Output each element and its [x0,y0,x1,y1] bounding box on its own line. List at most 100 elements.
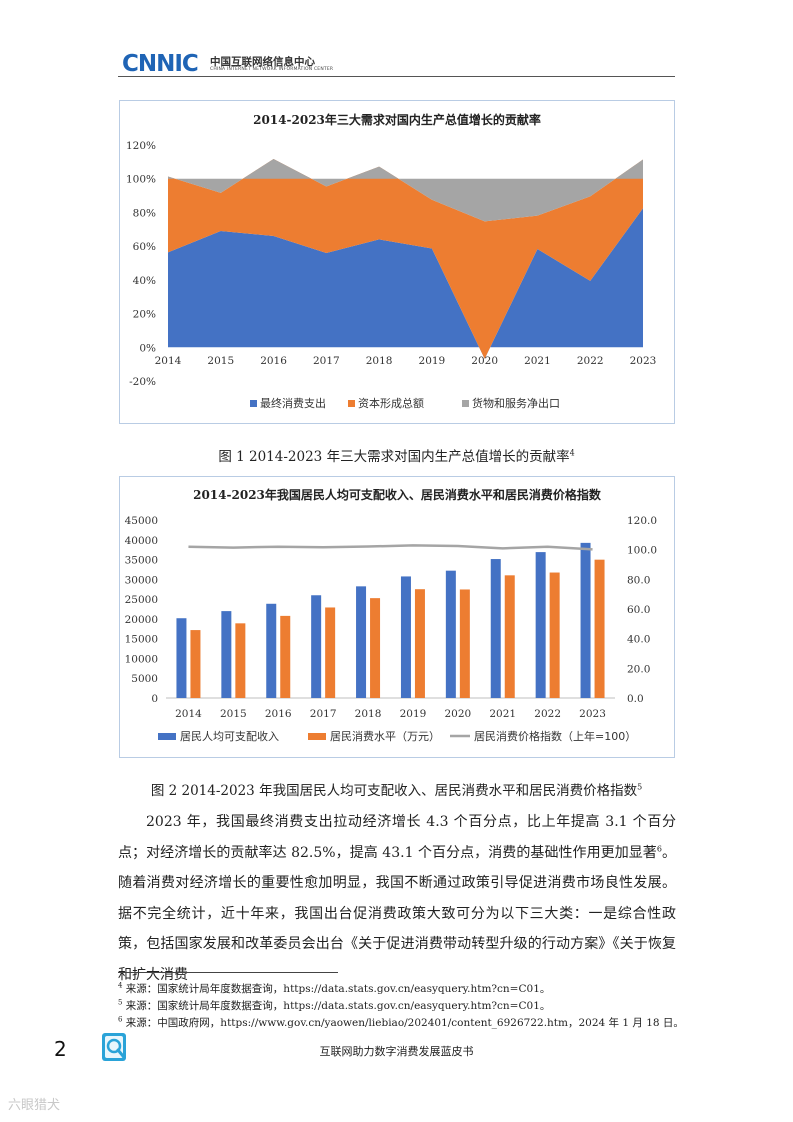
x-tick-label: 2016 [260,355,287,367]
y-left-tick-label: 10000 [125,653,158,665]
bar-series-2 [280,615,291,698]
y-right-tick-label: 100.0 [627,545,657,557]
bar-series-1 [176,618,187,698]
bar-series-2 [235,623,246,698]
x-tick-label: 2019 [400,708,427,720]
bar-series-1 [311,595,322,698]
footnote-4: 4 来源：国家统计局年度数据查询，https://data.stats.gov.… [118,981,551,996]
area-series-3 [168,158,643,222]
bar-series-1 [221,611,232,698]
legend-swatch [158,733,176,740]
x-tick-label: 2023 [630,355,657,367]
cnnic-logo: CNNIC [122,51,199,77]
y-left-tick-label: 35000 [125,555,158,567]
page-number: 2 [54,1037,67,1061]
bar-series-2 [325,607,336,698]
y-left-tick-label: 20000 [125,614,158,626]
y-left-tick-label: 30000 [125,574,158,586]
legend-label: 居民消费价格指数（上年=100） [474,729,636,743]
body-paragraph: 2023 年，我国最终消费支出拉动经济增长 4.3 个百分点，比上年提高 3.1… [118,814,677,983]
bar-series-1 [400,576,411,698]
y-right-tick-label: 120.0 [627,515,657,527]
x-tick-label: 2014 [175,708,202,720]
y-left-tick-label: 5000 [131,673,158,685]
y-right-tick-label: 40.0 [627,634,650,646]
magnifier-book-icon [102,1033,126,1061]
income-consumption-chart: 2014-2023年我国居民人均可支配收入、居民消费水平和居民消费价格指数 450… [119,476,675,758]
legend-label: 居民消费水平（万元） [330,729,440,743]
y-left-tick-label: 45000 [125,515,158,527]
footnote-rule [118,972,338,973]
y-tick-label: 0% [139,342,156,354]
figure-1-caption: 图 1 2014-2023 年三大需求对国内生产总值增长的贡献率4 [218,448,575,466]
bar-series-1 [535,552,546,698]
y-left-tick-label: 40000 [125,535,158,547]
y-right-tick-label: 20.0 [627,663,650,675]
chart-title: 2014-2023年三大需求对国内生产总值增长的贡献率 [253,112,541,127]
x-tick-label: 2014 [155,355,182,367]
cpi-line [188,544,593,551]
bar-series-2 [370,598,381,698]
bar-series-2 [504,575,515,698]
bar-series-2 [594,559,605,698]
legend-label: 资本形成总额 [358,396,424,410]
y-left-tick-label: 0 [151,693,158,705]
area-series-1 [168,208,643,359]
footnote-6: 6 来源：中国政府网，https://www.gov.cn/yaowen/lie… [118,1015,684,1030]
y-tick-label: -20% [129,376,156,388]
x-tick-label: 2023 [579,708,606,720]
x-tick-label: 2021 [489,708,516,720]
y-right-tick-label: 0.0 [627,693,644,705]
x-tick-label: 2018 [355,708,382,720]
bar-series-1 [356,586,367,698]
org-name-en: CHINA INTERNET NETWORK INFORMATION CENTE… [210,67,334,72]
x-tick-label: 2020 [471,355,498,367]
y-right-tick-label: 80.0 [627,574,650,586]
chart-title: 2014-2023年我国居民人均可支配收入、居民消费水平和居民消费价格指数 [193,487,602,502]
x-tick-label: 2015 [220,708,247,720]
bar-series-2 [549,572,560,698]
book-title: 互联网助力数字消费发展蓝皮书 [319,1045,474,1058]
y-tick-label: 20% [133,309,156,321]
area-series-2 [168,158,643,359]
figure-2-caption: 图 2 2014-2023 年我国居民人均可支配收入、居民消费水平和居民消费价格… [150,782,643,800]
x-tick-label: 2022 [534,708,561,720]
legend-label: 最终消费支出 [260,396,326,410]
y-left-tick-label: 15000 [125,634,158,646]
contribution-chart-svg: 2014-2023年三大需求对国内生产总值增长的贡献率 120% 100% 80% 60… [126,112,657,410]
watermark: 六眼猎犬 [8,1098,61,1113]
bar-series-1 [266,603,277,698]
legend-swatch [308,733,326,740]
legend-label: 居民人均可支配收入 [180,729,279,743]
x-tick-label: 2021 [524,355,551,367]
x-tick-label: 2019 [419,355,446,367]
x-tick-label: 2018 [366,355,393,367]
bar-series-2 [190,630,201,698]
y-tick-label: 100% [126,174,156,186]
bar-series-1 [445,570,456,698]
income-chart-svg: 2014-2023年我国居民人均可支配收入、居民消费水平和居民消费价格指数 450… [125,487,657,743]
y-left-tick-label: 25000 [125,594,158,606]
x-tick-label: 2016 [265,708,292,720]
y-tick-label: 80% [133,207,156,219]
x-tick-label: 2017 [313,355,340,367]
y-tick-label: 120% [126,140,156,152]
bar-series-1 [580,542,591,698]
x-tick-label: 2015 [207,355,234,367]
y-tick-label: 40% [133,275,156,287]
org-name-cn: 中国互联网络信息中心 [210,56,315,68]
y-tick-label: 60% [133,241,156,253]
footnote-5: 5 来源：国家统计局年度数据查询，https://data.stats.gov.… [118,998,551,1013]
page-header: CNNIC 中国互联网络信息中心 CHINA INTERNET NETWORK … [118,50,675,77]
x-tick-label: 2020 [444,708,471,720]
legend-label: 货物和服务净出口 [472,396,560,410]
legend-swatch [250,400,257,407]
bar-series-1 [490,559,501,698]
y-right-tick-label: 60.0 [627,604,650,616]
bar-series-2 [414,589,425,698]
contribution-area-chart: 2014-2023年三大需求对国内生产总值增长的贡献率 120% 100% 80% 60… [119,100,675,424]
legend-swatch [348,400,355,407]
x-tick-label: 2022 [577,355,604,367]
legend-swatch [462,400,469,407]
bar-series-2 [459,589,470,698]
